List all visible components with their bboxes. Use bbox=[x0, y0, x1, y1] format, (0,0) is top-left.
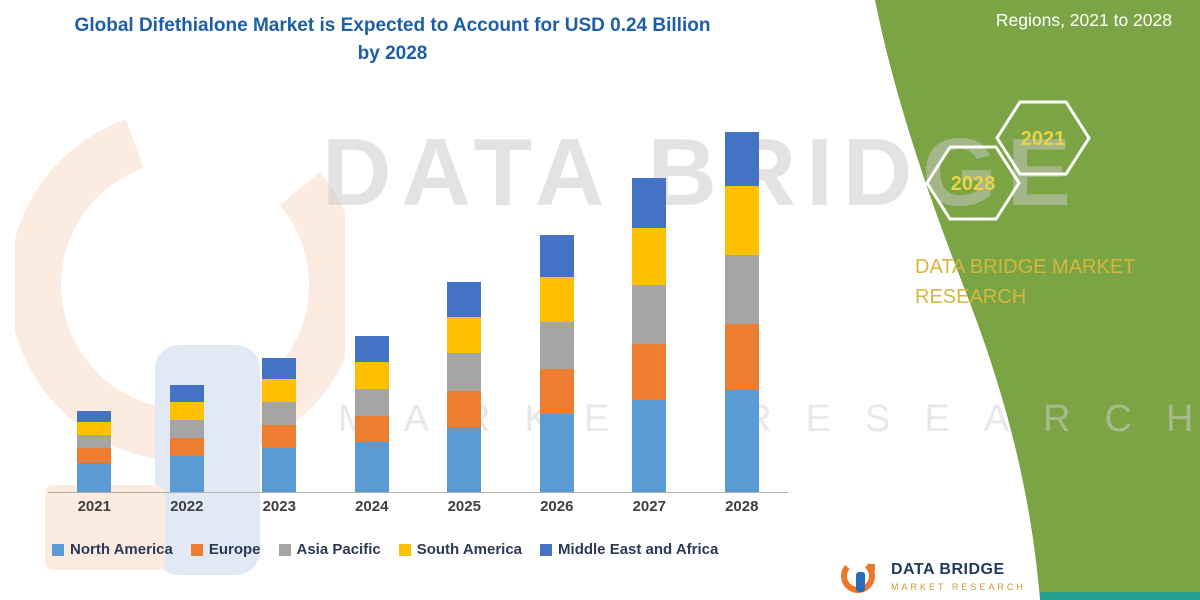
x-axis-label-2022: 2022 bbox=[170, 498, 204, 515]
legend-item-north-america: North America bbox=[52, 541, 173, 558]
bar-segment-middle-east-and-africa bbox=[724, 132, 759, 186]
legend-label-middle-east-and-africa: Middle East and Africa bbox=[558, 541, 719, 558]
stacked-bar-2024 bbox=[354, 336, 389, 492]
bar-segment-europe bbox=[539, 369, 574, 414]
x-axis-label-2025: 2025 bbox=[447, 498, 481, 515]
bar-segment-north-america bbox=[169, 456, 204, 492]
bar-segment-middle-east-and-africa bbox=[632, 178, 667, 228]
legend-swatch-middle-east-and-africa bbox=[540, 543, 553, 556]
x-axis-label-2024: 2024 bbox=[355, 498, 389, 515]
brand-text: DATA BRIDGE MARKET RESEARCH bbox=[915, 256, 1136, 308]
legend-label-south-america: South America bbox=[416, 541, 523, 558]
bar-segment-south-america bbox=[539, 277, 574, 322]
bar-segment-north-america bbox=[77, 463, 112, 492]
legend-label-europe: Europe bbox=[208, 541, 261, 558]
bar-segment-asia-pacific bbox=[632, 285, 667, 344]
legend-item-asia-pacific: Asia Pacific bbox=[278, 541, 381, 558]
legend-item-europe: Europe bbox=[190, 541, 261, 558]
bar-segment-middle-east-and-africa bbox=[539, 235, 574, 277]
bar-segment-asia-pacific bbox=[354, 389, 389, 416]
x-axis-label-2021: 2021 bbox=[77, 498, 111, 515]
x-axis-label-2026: 2026 bbox=[540, 498, 574, 515]
legend-swatch-south-america bbox=[398, 543, 411, 556]
bar-segment-asia-pacific bbox=[539, 322, 574, 369]
regions-caption: Regions, 2021 to 2028 bbox=[995, 10, 1172, 30]
bar-segment-asia-pacific bbox=[77, 435, 112, 448]
bar-segment-middle-east-and-africa bbox=[262, 358, 297, 379]
bar-segment-south-america bbox=[77, 422, 112, 435]
stacked-bar-2026 bbox=[539, 235, 574, 492]
year-hexagons: 2028 2021 bbox=[925, 100, 1091, 221]
bottom-teal-strip bbox=[1040, 592, 1200, 600]
bar-segment-north-america bbox=[539, 414, 574, 492]
bar-segment-asia-pacific bbox=[724, 255, 759, 324]
bar-segment-south-america bbox=[169, 402, 204, 420]
footer-logo-text: DATA BRIDGE MARKET RESEARCH bbox=[891, 561, 1026, 592]
x-axis-labels: 2021 2022 2023 2024 2025 2026 2027 2028 bbox=[48, 498, 788, 515]
bar-segment-middle-east-and-africa bbox=[77, 411, 112, 422]
stacked-bar-2022 bbox=[169, 385, 204, 492]
legend-item-middle-east-and-africa: Middle East and Africa bbox=[540, 541, 718, 558]
chart-title: Global Difethialone Market is Expected t… bbox=[74, 15, 711, 64]
stacked-bar-2023 bbox=[262, 358, 297, 492]
stacked-bar-2021 bbox=[77, 411, 112, 492]
legend-swatch-europe bbox=[190, 543, 203, 556]
bar-segment-middle-east-and-africa bbox=[169, 385, 204, 402]
bar-segment-europe bbox=[724, 324, 759, 390]
bar-segment-asia-pacific bbox=[447, 353, 482, 391]
x-axis-label-2023: 2023 bbox=[262, 498, 296, 515]
bar-segment-south-america bbox=[724, 186, 759, 255]
bar-segment-middle-east-and-africa bbox=[354, 336, 389, 362]
stacked-bar-2028 bbox=[724, 132, 759, 492]
plot-area bbox=[48, 124, 788, 493]
data-bridge-logo-icon bbox=[841, 559, 875, 593]
x-axis-label-2028: 2028 bbox=[725, 498, 759, 515]
bar-segment-europe bbox=[632, 344, 667, 400]
bar-segment-europe bbox=[169, 438, 204, 456]
footer-sub-brand: MARKET RESEARCH bbox=[891, 581, 1026, 592]
footer-logo: DATA BRIDGE MARKET RESEARCH bbox=[838, 556, 1026, 596]
bar-segment-north-america bbox=[724, 390, 759, 492]
hexagon-2021-year: 2021 bbox=[1021, 128, 1066, 150]
bar-segment-asia-pacific bbox=[169, 420, 204, 438]
legend-swatch-asia-pacific bbox=[278, 543, 291, 556]
bar-segment-north-america bbox=[632, 400, 667, 492]
stacked-bar-2027 bbox=[632, 178, 667, 492]
footer-brand-name: DATA BRIDGE bbox=[891, 560, 1005, 578]
bar-segment-asia-pacific bbox=[262, 402, 297, 425]
hexagon-2028-year: 2028 bbox=[951, 173, 996, 195]
bar-segment-europe bbox=[447, 391, 482, 427]
legend-label-asia-pacific: Asia Pacific bbox=[296, 541, 381, 558]
legend-item-south-america: South America bbox=[398, 541, 523, 558]
bar-segment-south-america bbox=[354, 362, 389, 389]
bar-segment-north-america bbox=[262, 448, 297, 492]
bar-segment-north-america bbox=[354, 442, 389, 492]
bar-segment-europe bbox=[262, 425, 297, 448]
bar-segment-north-america bbox=[447, 427, 482, 492]
legend-swatch-north-america bbox=[52, 543, 64, 556]
x-axis-label-2027: 2027 bbox=[632, 498, 666, 515]
bar-segment-europe bbox=[77, 448, 112, 463]
bar-segment-europe bbox=[354, 416, 389, 442]
bar-segment-south-america bbox=[447, 317, 482, 353]
stacked-bar-2025 bbox=[447, 282, 482, 492]
bar-segment-south-america bbox=[262, 379, 297, 402]
bar-segment-middle-east-and-africa bbox=[447, 282, 482, 317]
bar-segment-south-america bbox=[632, 228, 667, 285]
legend-label-north-america: North America bbox=[70, 541, 173, 558]
chart-legend: North America Europe Asia Pacific South Ame… bbox=[52, 541, 718, 558]
